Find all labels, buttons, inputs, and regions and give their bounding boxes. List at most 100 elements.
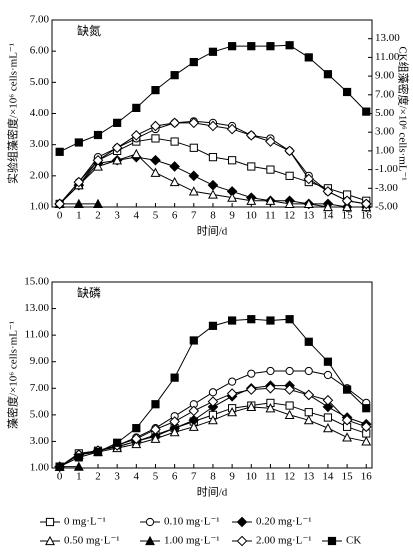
- marker: [304, 366, 313, 376]
- y2-tick-label: -3.00: [375, 182, 398, 194]
- marker: [169, 117, 180, 129]
- marker: [189, 336, 198, 345]
- x-tick-label: 4: [134, 471, 140, 483]
- marker: [208, 153, 218, 162]
- marker: [284, 198, 295, 208]
- x-tick-label: 13: [303, 210, 315, 222]
- marker: [226, 388, 238, 399]
- marker: [303, 173, 315, 185]
- marker: [266, 165, 275, 174]
- x-axis-label: 时间/d: [197, 486, 228, 499]
- x-tick-label: 2: [95, 210, 101, 222]
- marker: [93, 198, 103, 208]
- marker: [284, 384, 295, 395]
- y-axis-label: 藻密度/×10⁶ cells·mL⁻¹: [6, 321, 20, 429]
- marker: [188, 421, 199, 431]
- marker: [113, 438, 122, 447]
- marker: [342, 201, 353, 212]
- marker: [247, 162, 256, 171]
- marker: [227, 407, 238, 417]
- x-tick-label: 0: [57, 471, 63, 483]
- y2-tick-label: -1.00: [375, 163, 398, 175]
- legend-marker: [145, 535, 155, 546]
- marker: [361, 436, 372, 446]
- marker: [208, 321, 218, 330]
- y2-axis-label: CK组藻密度/×10⁶ cells·mL⁻¹: [396, 46, 410, 180]
- marker: [170, 373, 179, 382]
- marker: [207, 120, 219, 132]
- y-tick-label: 6.00: [30, 45, 50, 57]
- marker: [131, 433, 142, 445]
- marker: [73, 198, 84, 208]
- marker: [189, 143, 198, 152]
- marker: [342, 87, 352, 97]
- y2-tick-label: 3.00: [375, 126, 395, 138]
- marker: [247, 315, 256, 324]
- y-tick-label: 13.00: [24, 302, 49, 314]
- marker: [112, 155, 123, 165]
- marker: [285, 315, 294, 324]
- x-tick-label: 9: [229, 210, 235, 222]
- x-tick-label: 1: [76, 471, 82, 483]
- marker: [265, 403, 276, 413]
- marker: [362, 107, 371, 116]
- legend-marker: [45, 535, 55, 546]
- x-tick-label: 12: [284, 471, 295, 483]
- marker: [228, 377, 237, 386]
- marker: [247, 42, 256, 51]
- marker: [303, 389, 315, 401]
- x-tick-label: 8: [210, 210, 216, 222]
- y-tick-label: 3.00: [30, 435, 50, 447]
- y-tick-label: 7.00: [30, 382, 50, 394]
- legend-label: 0.50 mg·L⁻¹: [64, 535, 120, 547]
- marker: [323, 370, 333, 380]
- marker: [150, 424, 161, 435]
- marker: [266, 42, 275, 51]
- marker: [322, 401, 334, 413]
- legend-label: 2.00 mg·L⁻¹: [256, 535, 312, 547]
- marker: [74, 453, 83, 462]
- marker: [92, 154, 104, 166]
- legend-label: 0.20 mg·L⁻¹: [256, 516, 312, 528]
- legend-label: CK: [346, 535, 361, 547]
- marker: [228, 316, 237, 325]
- marker: [189, 57, 198, 67]
- marker: [169, 161, 180, 172]
- marker: [323, 357, 333, 366]
- x-tick-label: 9: [229, 471, 235, 483]
- marker: [304, 408, 313, 417]
- x-tick-label: 1: [76, 210, 82, 222]
- legend-label: 1.00 mg·L⁻¹: [164, 535, 220, 547]
- marker: [150, 120, 161, 132]
- marker: [341, 414, 353, 426]
- marker: [266, 366, 275, 376]
- y2-tick-label: 13.00: [375, 32, 400, 44]
- marker: [132, 424, 141, 433]
- plot-frame: [51, 281, 373, 469]
- y2-tick-label: 5.00: [375, 107, 395, 119]
- x-tick-label: 2: [95, 471, 101, 483]
- x-tick-label: 7: [191, 471, 197, 483]
- marker: [265, 136, 276, 147]
- marker: [265, 382, 276, 394]
- x-tick-label: 14: [322, 210, 334, 222]
- x-tick-label: 15: [342, 210, 354, 222]
- marker: [93, 447, 103, 457]
- marker: [208, 415, 218, 425]
- marker: [132, 103, 141, 112]
- marker: [55, 462, 64, 471]
- marker: [245, 384, 257, 395]
- legend-marker: [145, 517, 155, 527]
- marker: [73, 461, 84, 471]
- x-tick-label: 14: [322, 471, 334, 483]
- marker: [304, 337, 313, 346]
- marker: [245, 130, 257, 141]
- marker: [169, 426, 180, 437]
- x-tick-label: 11: [265, 471, 276, 483]
- marker: [285, 171, 294, 180]
- marker: [341, 195, 353, 207]
- y2-tick-label: -5.00: [375, 201, 398, 213]
- marker: [111, 142, 123, 154]
- x-tick-label: 7: [191, 210, 197, 222]
